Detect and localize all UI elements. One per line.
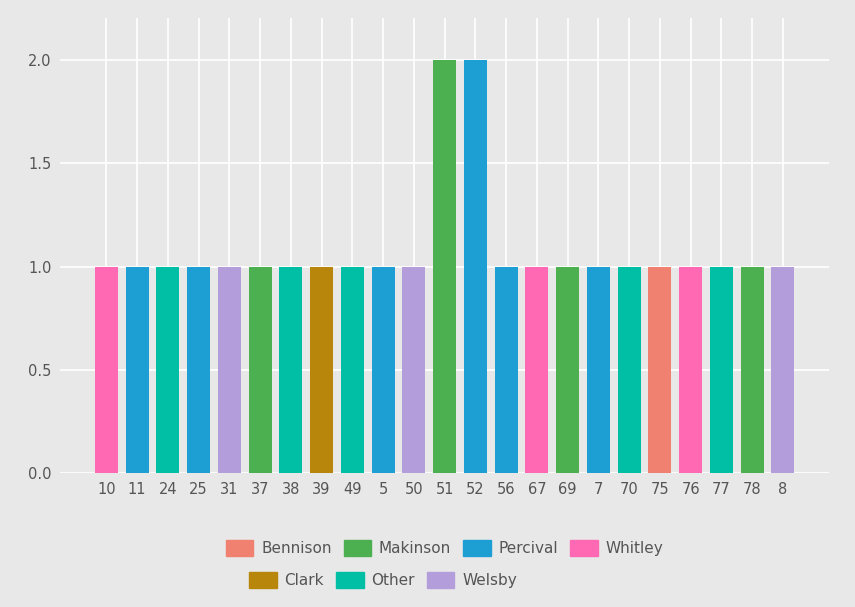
Bar — [556, 266, 579, 473]
Bar — [95, 266, 118, 473]
Bar — [617, 266, 640, 473]
Bar — [249, 266, 272, 473]
Bar — [525, 266, 548, 473]
Bar — [156, 266, 180, 473]
Bar — [372, 266, 395, 473]
Bar — [587, 266, 610, 473]
Legend: Clark, Other, Welsby: Clark, Other, Welsby — [245, 568, 522, 593]
Bar — [740, 266, 764, 473]
Bar — [280, 266, 303, 473]
Bar — [494, 266, 517, 473]
Bar — [187, 266, 210, 473]
Bar — [126, 266, 149, 473]
Bar — [463, 59, 486, 473]
Bar — [310, 266, 333, 473]
Bar — [403, 266, 426, 473]
Bar — [218, 266, 241, 473]
Bar — [341, 266, 364, 473]
Bar — [679, 266, 702, 473]
Bar — [771, 266, 794, 473]
Bar — [433, 59, 456, 473]
Bar — [648, 266, 671, 473]
Bar — [710, 266, 733, 473]
